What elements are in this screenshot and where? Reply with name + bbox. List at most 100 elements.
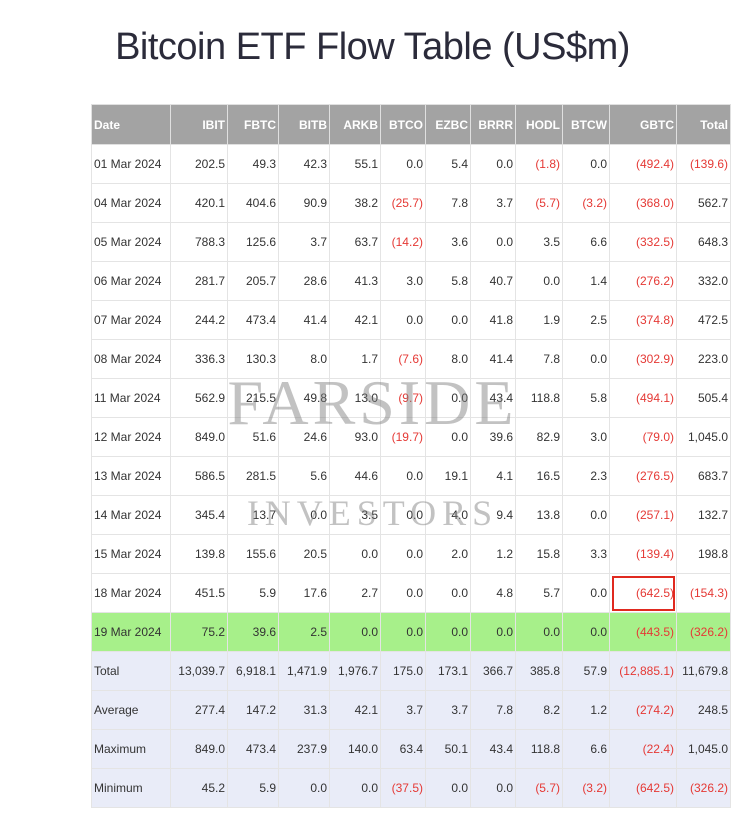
table-row: Total 13,039.7 6,918.1 1,471.9 1,976.7 175.0 1… xyxy=(91,651,731,691)
flow-cell: 0.0 xyxy=(562,144,610,184)
flow-cell: (302.9) xyxy=(609,339,677,379)
flow-cell: 132.7 xyxy=(676,495,731,535)
flow-cell: 5.9 xyxy=(227,573,279,613)
flow-cell: (368.0) xyxy=(609,183,677,223)
flow-cell: 13.8 xyxy=(515,495,563,535)
flow-cell: (19.7) xyxy=(380,417,426,457)
flow-cell: 4.8 xyxy=(470,573,516,613)
flow-cell: 2.5 xyxy=(562,300,610,340)
column-header: ARKB xyxy=(329,104,381,145)
flow-cell: 41.4 xyxy=(278,300,330,340)
flow-cell: (25.7) xyxy=(380,183,426,223)
flow-cell: 5.7 xyxy=(515,573,563,613)
flow-cell: 55.1 xyxy=(329,144,381,184)
flow-cell: (3.2) xyxy=(562,768,610,808)
table-row: 01 Mar 2024 202.5 49.3 42.3 55.1 0.0 5.4 0.0 (1.… xyxy=(91,144,731,184)
column-header: FBTC xyxy=(227,104,279,145)
row-label: 19 Mar 2024 xyxy=(91,612,171,652)
flow-cell: 41.4 xyxy=(470,339,516,379)
flow-cell: 17.6 xyxy=(278,573,330,613)
flow-cell: 11,679.8 xyxy=(676,651,731,691)
flow-cell: 28.6 xyxy=(278,261,330,301)
column-header: HODL xyxy=(515,104,563,145)
column-header: BTCO xyxy=(380,104,426,145)
flow-cell: 4.1 xyxy=(470,456,516,496)
flow-cell: 139.8 xyxy=(170,534,228,574)
flow-cell: 3.0 xyxy=(562,417,610,457)
flow-cell: 3.7 xyxy=(425,690,471,730)
row-label: Average xyxy=(91,690,171,730)
flow-cell: 0.0 xyxy=(515,261,563,301)
flow-cell: (276.5) xyxy=(609,456,677,496)
flow-cell: (5.7) xyxy=(515,768,563,808)
flow-cell: (1.8) xyxy=(515,144,563,184)
flow-cell: 3.7 xyxy=(380,690,426,730)
row-label: 08 Mar 2024 xyxy=(91,339,171,379)
flow-cell: 42.1 xyxy=(329,300,381,340)
column-header: BITB xyxy=(278,104,330,145)
row-label: 11 Mar 2024 xyxy=(91,378,171,418)
flow-cell: 118.8 xyxy=(515,378,563,418)
flow-cell: 49.3 xyxy=(227,144,279,184)
flow-cell: 0.0 xyxy=(470,612,516,652)
flow-cell: 0.0 xyxy=(425,768,471,808)
flow-cell: (332.5) xyxy=(609,222,677,262)
flow-cell: 13,039.7 xyxy=(170,651,228,691)
flow-cell: 6.6 xyxy=(562,222,610,262)
flow-cell: 63.4 xyxy=(380,729,426,769)
flow-cell: 0.0 xyxy=(562,339,610,379)
flow-cell: 244.2 xyxy=(170,300,228,340)
flow-cell: 8.0 xyxy=(278,339,330,379)
flow-cell: 0.0 xyxy=(329,612,381,652)
table-row: 14 Mar 2024 345.4 13.7 0.0 3.5 0.0 4.0 9.4 13.8 0… xyxy=(91,495,731,535)
flow-cell: (257.1) xyxy=(609,495,677,535)
column-header: Total xyxy=(676,104,731,145)
flow-cell: 3.5 xyxy=(515,222,563,262)
flow-cell: 1.7 xyxy=(329,339,381,379)
flow-cell: 0.0 xyxy=(425,417,471,457)
flow-cell: 0.0 xyxy=(470,768,516,808)
flow-cell: 42.3 xyxy=(278,144,330,184)
flow-cell: (14.2) xyxy=(380,222,426,262)
flow-cell: 404.6 xyxy=(227,183,279,223)
row-label: 06 Mar 2024 xyxy=(91,261,171,301)
flow-cell: 24.6 xyxy=(278,417,330,457)
flow-cell: 1.2 xyxy=(470,534,516,574)
row-label: 14 Mar 2024 xyxy=(91,495,171,535)
flow-cell: 175.0 xyxy=(380,651,426,691)
flow-cell: 0.0 xyxy=(329,534,381,574)
table-row: 13 Mar 2024 586.5 281.5 5.6 44.6 0.0 19.1 4.1 16… xyxy=(91,456,731,496)
flow-cell: 42.1 xyxy=(329,690,381,730)
flow-cell: (7.6) xyxy=(380,339,426,379)
flow-cell: 0.0 xyxy=(380,534,426,574)
table-row: 04 Mar 2024 420.1 404.6 90.9 38.2 (25.7) 7.8 3.… xyxy=(91,183,731,223)
flow-cell: 0.0 xyxy=(380,612,426,652)
flow-cell: 16.5 xyxy=(515,456,563,496)
flow-cell: 505.4 xyxy=(676,378,731,418)
flow-cell: 130.3 xyxy=(227,339,279,379)
table-row: 19 Mar 2024 75.2 39.6 2.5 0.0 0.0 0.0 0.0 0.0 0.0… xyxy=(91,612,731,652)
flow-cell: (326.2) xyxy=(676,768,731,808)
flow-cell: 281.5 xyxy=(227,456,279,496)
flow-cell: 0.0 xyxy=(278,768,330,808)
table-row: 18 Mar 2024 451.5 5.9 17.6 2.7 0.0 0.0 4.8 5.7 0.… xyxy=(91,573,731,613)
flow-cell: 473.4 xyxy=(227,729,279,769)
flow-cell: 13.0 xyxy=(329,378,381,418)
flow-cell: 223.0 xyxy=(676,339,731,379)
table-row: 06 Mar 2024 281.7 205.7 28.6 41.3 3.0 5.8 40.7 0… xyxy=(91,261,731,301)
flow-cell: 5.4 xyxy=(425,144,471,184)
flow-cell: 5.6 xyxy=(278,456,330,496)
flow-cell: 0.0 xyxy=(425,378,471,418)
flow-cell: 3.6 xyxy=(425,222,471,262)
row-label: 12 Mar 2024 xyxy=(91,417,171,457)
flow-cell: 7.8 xyxy=(470,690,516,730)
row-label: 15 Mar 2024 xyxy=(91,534,171,574)
row-label: 18 Mar 2024 xyxy=(91,573,171,613)
flow-cell: 44.6 xyxy=(329,456,381,496)
flow-cell: 45.2 xyxy=(170,768,228,808)
row-label: 04 Mar 2024 xyxy=(91,183,171,223)
flow-cell: 451.5 xyxy=(170,573,228,613)
flow-cell: 75.2 xyxy=(170,612,228,652)
flow-cell: 198.8 xyxy=(676,534,731,574)
